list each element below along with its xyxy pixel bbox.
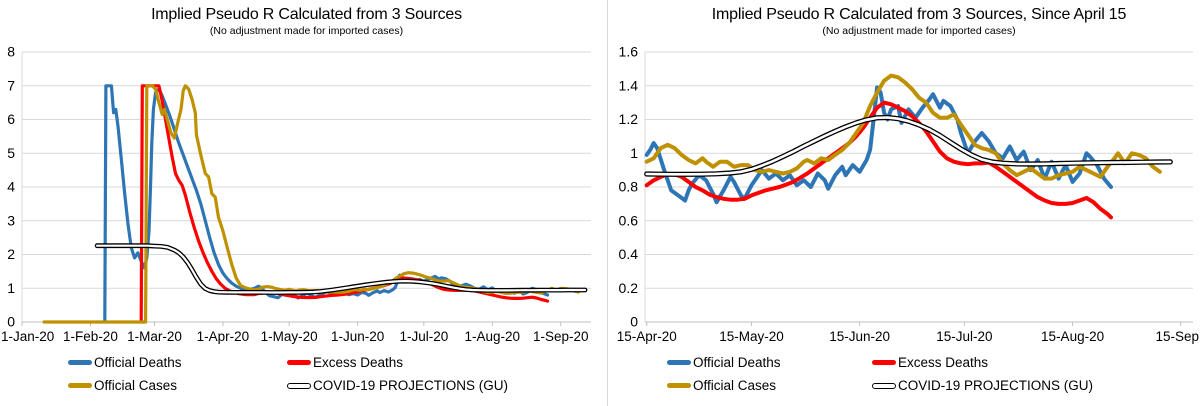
legend-item-gu-projections: COVID-19 PROJECTIONS (GU) — [287, 377, 508, 394]
legend-item-excess-deaths: Excess Deaths — [872, 354, 988, 371]
legend-label: Official Cases — [693, 378, 777, 393]
x-tick-label: 1-Mar-20 — [127, 329, 182, 344]
x-tick-label: 15-Jul-20 — [936, 329, 992, 344]
legend-label: COVID-19 PROJECTIONS (GU) — [898, 378, 1094, 393]
y-tick-label: 0 — [630, 314, 638, 330]
x-tick-label: 1-Jun-20 — [331, 329, 384, 344]
excess-deaths-line-swatch — [872, 360, 896, 365]
official_deaths-line — [103, 84, 550, 324]
legend-label: Official Cases — [94, 378, 178, 393]
y-tick-label: 1.4 — [619, 77, 639, 93]
legend-item-official-deaths: Official Deaths — [667, 354, 781, 371]
x-tick-label: 1-May-20 — [261, 329, 318, 344]
official-deaths-line-swatch — [667, 360, 691, 365]
y-tick-label: 5 — [7, 145, 15, 161]
legend-item-gu-projections: COVID-19 PROJECTIONS (GU) — [872, 377, 1093, 394]
x-tick-label: 15-Sep — [1155, 329, 1199, 344]
x-tick-label: 1-Sep-20 — [533, 329, 589, 344]
y-tick-label: 3 — [7, 212, 15, 228]
x-tick-label: 1-Jul-20 — [399, 329, 448, 344]
official-cases-line-swatch — [68, 383, 92, 388]
y-tick-label: 1.6 — [619, 44, 639, 60]
x-tick-label: 15-Aug-20 — [1041, 329, 1104, 344]
y-tick-label: 0.8 — [619, 179, 639, 195]
x-tick-label: 15-Jun-20 — [829, 329, 890, 344]
y-tick-label: 6 — [7, 111, 15, 127]
legend-item-official-cases: Official Cases — [667, 377, 776, 394]
excess_deaths-line — [644, 100, 1113, 220]
excess-deaths-line-swatch — [287, 360, 311, 365]
gu_projections-line — [94, 243, 588, 295]
gu-projections-line-swatch — [872, 382, 896, 389]
y-tick-label: 7 — [7, 77, 15, 93]
x-tick-label: 1-Feb-20 — [63, 329, 118, 344]
y-tick-label: 0.2 — [619, 280, 639, 296]
y-tick-label: 0.4 — [619, 246, 639, 262]
legend-item-official-cases: Official Cases — [68, 377, 177, 394]
gu_projections-line-inner — [645, 116, 1172, 176]
legend-label: Official Deaths — [693, 355, 781, 370]
legend-item-excess-deaths: Excess Deaths — [287, 354, 403, 371]
official-deaths-line-swatch — [68, 360, 92, 365]
right-chart-subtitle: (No adjustment made for imported cases) — [822, 25, 1016, 37]
x-tick-label: 1-Apr-20 — [197, 329, 250, 344]
y-tick-label: 1.2 — [619, 111, 639, 127]
left-chart-title: Implied Pseudo R Calculated from 3 Sourc… — [151, 6, 462, 23]
y-tick-label: 1 — [7, 280, 15, 296]
official_cases-line — [644, 73, 1162, 181]
gu-projections-line-swatch — [287, 382, 311, 389]
x-tick-label: 1-Aug-20 — [465, 329, 521, 344]
y-tick-label: 8 — [7, 44, 15, 60]
panel-divider — [607, 0, 608, 406]
gu_projections-line — [644, 114, 1173, 177]
x-tick-label: 15-May-20 — [719, 329, 784, 344]
y-tick-label: 4 — [7, 179, 15, 195]
left-chart-subtitle: (No adjustment made for imported cases) — [209, 25, 404, 37]
legend-item-official-deaths: Official Deaths — [68, 354, 182, 371]
legend-label: COVID-19 PROJECTIONS (GU) — [313, 378, 509, 393]
y-tick-label: 0.6 — [619, 212, 639, 228]
right-chart-title: Implied Pseudo R Calculated from 3 Sourc… — [711, 6, 1127, 23]
y-tick-label: 2 — [7, 246, 15, 262]
legend-label: Excess Deaths — [898, 355, 989, 370]
y-tick-label: 0 — [7, 314, 15, 330]
legend-label: Excess Deaths — [313, 355, 404, 370]
x-tick-label: 15-Apr-20 — [617, 329, 677, 344]
official-cases-line-swatch — [667, 383, 691, 388]
gu_projections-line-inner — [95, 244, 587, 294]
x-tick-label: 1-Jan-20 — [1, 329, 54, 344]
y-tick-label: 1 — [630, 145, 638, 161]
legend-label: Official Deaths — [94, 355, 182, 370]
